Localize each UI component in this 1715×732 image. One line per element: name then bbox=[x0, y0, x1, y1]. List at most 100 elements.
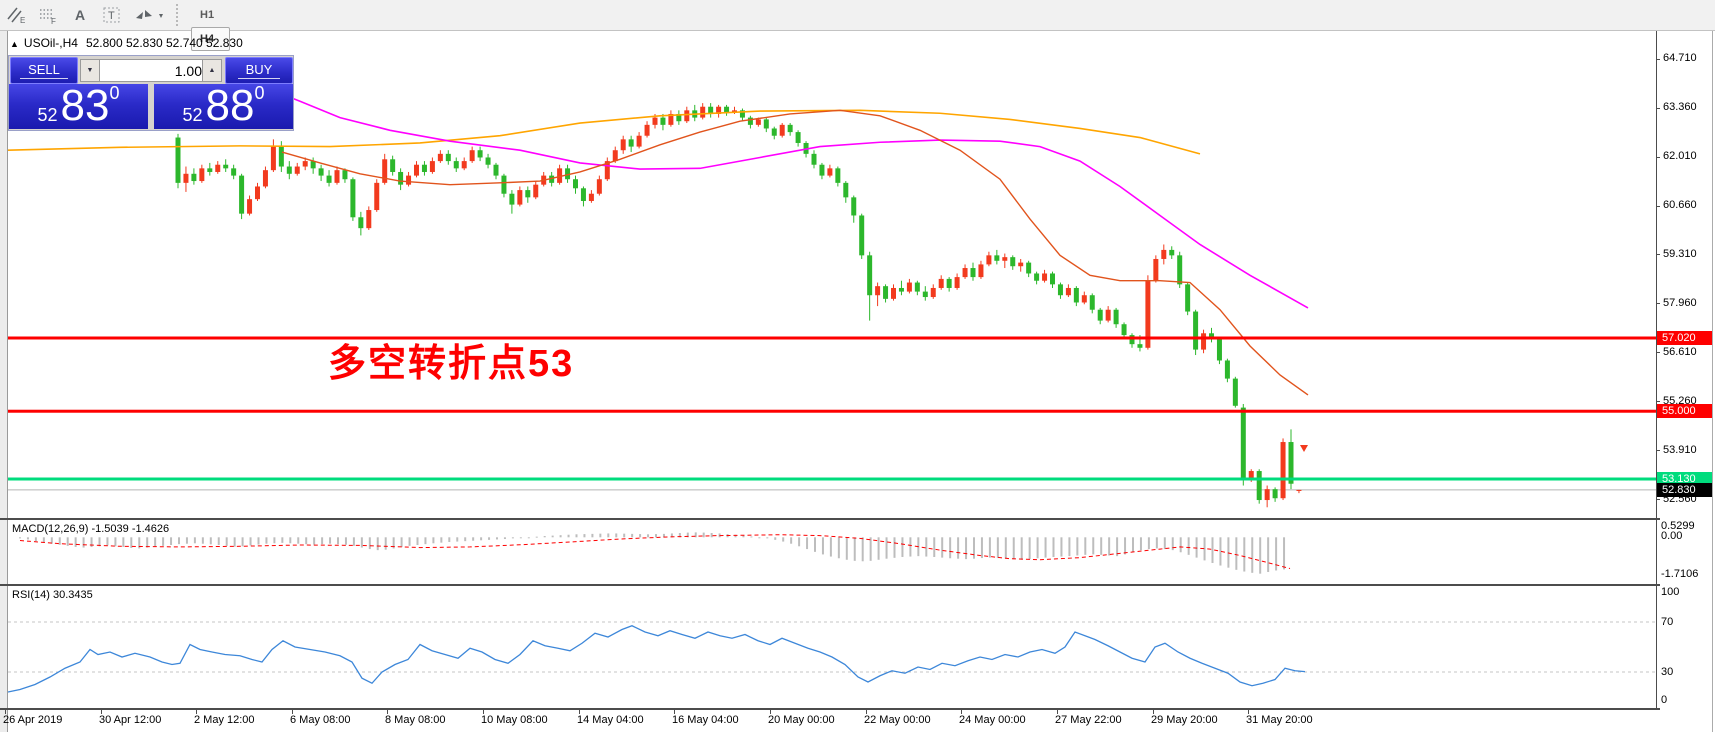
sell-price-small: 52 bbox=[37, 105, 58, 125]
buy-price-small: 52 bbox=[182, 105, 203, 125]
time-label: 2 May 12:00 bbox=[194, 714, 255, 726]
time-label: 10 May 08:00 bbox=[481, 714, 548, 726]
price-tick-mark bbox=[1656, 352, 1660, 354]
svg-text:T: T bbox=[108, 10, 115, 22]
price-badge: 55.000 bbox=[1657, 404, 1712, 419]
price-tick-label: 63.360 bbox=[1663, 101, 1697, 114]
text-label-icon[interactable]: T bbox=[98, 3, 126, 27]
time-tick-mark bbox=[961, 710, 962, 714]
buy-price-big: 88 bbox=[205, 81, 255, 130]
time-tick-mark bbox=[674, 710, 675, 714]
time-label: 31 May 20:00 bbox=[1246, 714, 1313, 726]
trade-panel-top-row: SELL ▼ ▲ BUY bbox=[9, 56, 293, 84]
time-label: 6 May 08:00 bbox=[290, 714, 351, 726]
time-label: 14 May 04:00 bbox=[577, 714, 644, 726]
time-tick-mark bbox=[1057, 710, 1058, 714]
volume-input[interactable] bbox=[99, 59, 207, 82]
rsi-axis-label: 70 bbox=[1661, 616, 1674, 628]
buy-button-label: BUY bbox=[237, 62, 281, 79]
price-tick-label: 55.260 bbox=[1663, 394, 1697, 407]
price-axis-area[interactable] bbox=[1657, 31, 1713, 710]
price-tick-label: 60.660 bbox=[1663, 199, 1697, 212]
rsi-axis-label: 100 bbox=[1661, 586, 1680, 598]
price-tick-mark bbox=[1656, 205, 1660, 207]
price-tick-mark bbox=[1656, 254, 1660, 256]
arrows-tool-icon[interactable] bbox=[130, 3, 168, 27]
macd-rsi-divider[interactable] bbox=[0, 584, 1660, 586]
time-label: 26 Apr 2019 bbox=[3, 714, 63, 726]
toolbar-separator bbox=[176, 4, 183, 26]
macd-axis-label: -1.7106 bbox=[1661, 568, 1699, 580]
time-label: 29 May 20:00 bbox=[1151, 714, 1218, 726]
volume-decrease-button[interactable]: ▼ bbox=[80, 59, 100, 82]
rsi-axis-label: 0 bbox=[1661, 694, 1668, 706]
window-left-frame bbox=[0, 31, 8, 732]
buy-price-display[interactable]: 52 88 0 bbox=[154, 84, 293, 129]
macd-label: MACD(12,26,9) -1.5039 -1.4626 bbox=[12, 523, 170, 535]
svg-text:E: E bbox=[20, 16, 25, 25]
macd-axis-label: 0.00 bbox=[1661, 530, 1683, 542]
time-label: 27 May 22:00 bbox=[1055, 714, 1122, 726]
time-label: 8 May 08:00 bbox=[385, 714, 446, 726]
sell-button[interactable]: SELL bbox=[10, 57, 78, 84]
macd-panel-area[interactable] bbox=[8, 521, 1656, 583]
time-tick-mark bbox=[5, 710, 6, 714]
price-tick-label: 62.010 bbox=[1663, 150, 1697, 163]
sell-price-display[interactable]: 52 83 0 bbox=[9, 84, 148, 129]
chart-title: ▲ USOil-,H4 52.800 52.830 52.740 52.830 bbox=[10, 36, 243, 50]
text-icon[interactable]: A bbox=[66, 3, 94, 27]
price-axis-border bbox=[1656, 31, 1657, 710]
sell-price-sup: 0 bbox=[109, 83, 120, 103]
volume-increase-button[interactable]: ▲ bbox=[202, 59, 222, 82]
symbol-period-label: USOil-,H4 bbox=[23, 36, 78, 50]
timeframe-button-h1[interactable]: H1 bbox=[200, 9, 215, 21]
ohlc-values: 52.800 52.830 52.740 52.830 bbox=[85, 36, 243, 50]
time-label: 30 Apr 12:00 bbox=[99, 714, 162, 726]
time-tick-mark bbox=[292, 710, 293, 714]
main-macd-divider[interactable] bbox=[0, 518, 1660, 520]
time-tick-mark bbox=[579, 710, 580, 714]
buy-price-sup: 0 bbox=[254, 83, 265, 103]
toolbar: E F A T M1M5M15M30H1H4D1W1MN bbox=[0, 0, 1715, 117]
time-tick-mark bbox=[1153, 710, 1154, 714]
time-tick-mark bbox=[1248, 710, 1249, 714]
time-tick-mark bbox=[770, 710, 771, 714]
time-tick-mark bbox=[387, 710, 388, 714]
price-tick-mark bbox=[1656, 450, 1660, 452]
price-tick-label: 57.960 bbox=[1663, 296, 1697, 309]
svg-text:F: F bbox=[51, 17, 56, 25]
price-tick-mark bbox=[1656, 499, 1660, 501]
rsi-timeaxis-divider bbox=[0, 708, 1660, 710]
window-right-frame bbox=[1712, 31, 1713, 732]
time-label: 22 May 00:00 bbox=[864, 714, 931, 726]
price-tick-mark bbox=[1656, 156, 1660, 158]
price-tick-label: 64.710 bbox=[1663, 52, 1697, 65]
time-tick-mark bbox=[101, 710, 102, 714]
price-tick-label: 59.310 bbox=[1663, 247, 1697, 260]
price-badge: 52.830 bbox=[1657, 482, 1712, 497]
price-tick-mark bbox=[1656, 107, 1660, 109]
price-tick-label: 53.910 bbox=[1663, 443, 1697, 456]
sell-button-label: SELL bbox=[20, 62, 68, 79]
symbol-dropdown-icon[interactable]: ▲ bbox=[10, 39, 19, 49]
equidistant-channel-icon[interactable]: E bbox=[2, 3, 30, 27]
rsi-label: RSI(14) 30.3435 bbox=[12, 589, 93, 601]
time-label: 20 May 00:00 bbox=[768, 714, 835, 726]
fibonacci-icon[interactable]: F bbox=[34, 3, 62, 27]
timeframe-button-h4[interactable]: H4 bbox=[191, 27, 231, 51]
price-tick-label: 56.610 bbox=[1663, 345, 1697, 358]
price-tick-mark bbox=[1656, 401, 1660, 403]
svg-text:A: A bbox=[75, 7, 85, 23]
buy-button[interactable]: BUY bbox=[225, 57, 293, 84]
price-tick-mark bbox=[1656, 303, 1660, 305]
time-tick-mark bbox=[196, 710, 197, 714]
chart-text-annotation[interactable]: 多空转折点53 bbox=[328, 343, 575, 385]
rsi-axis-label: 30 bbox=[1661, 666, 1674, 678]
time-tick-mark bbox=[483, 710, 484, 714]
price-badge: 57.020 bbox=[1657, 331, 1712, 345]
price-tick-mark bbox=[1656, 58, 1660, 60]
time-label: 24 May 00:00 bbox=[959, 714, 1026, 726]
rsi-panel-area[interactable] bbox=[8, 586, 1656, 708]
